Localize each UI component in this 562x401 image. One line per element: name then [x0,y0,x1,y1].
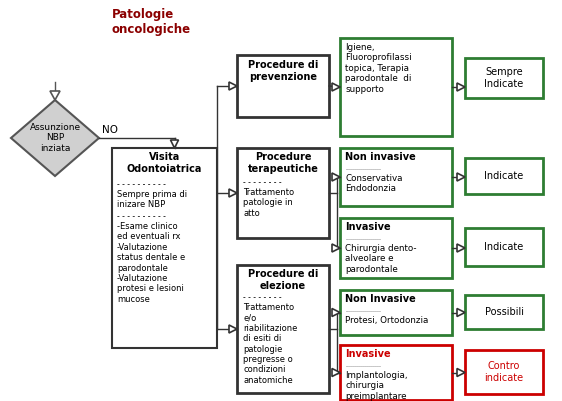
Polygon shape [11,100,99,176]
Text: Chirurgia dento-
alveolare e
parodontale: Chirurgia dento- alveolare e parodontale [345,244,416,274]
Text: -Esame clinico
ed eventuali rx
-Valutazione
status dentale e
parodontale
-Valuta: -Esame clinico ed eventuali rx -Valutazi… [117,222,185,304]
Bar [237,265,329,393]
Text: Invasive: Invasive [345,222,391,232]
Polygon shape [170,140,179,148]
Bar [340,218,452,278]
Polygon shape [332,244,340,252]
Polygon shape [229,82,237,90]
Text: Visita
Odontoiatrica: Visita Odontoiatrica [127,152,202,174]
Text: Indicate: Indicate [484,242,524,252]
Text: Invasive: Invasive [345,349,391,359]
Bar [112,148,217,348]
Bar [237,148,329,238]
Text: ..................: .................. [345,308,381,313]
Bar [340,148,452,206]
Bar [465,158,543,194]
Text: Igiene,
Fluoroprofilassi
topica, Terapia
parodontale  di
supporto: Igiene, Fluoroprofilassi topica, Terapia… [345,43,411,93]
Polygon shape [457,369,465,377]
Polygon shape [229,189,237,197]
Polygon shape [332,83,340,91]
Text: - - - - - - - -: - - - - - - - - [243,178,282,187]
Bar [465,228,543,266]
Bar [237,55,329,117]
Text: ..................: .................. [345,363,381,368]
Text: Procedure di
elezione: Procedure di elezione [248,269,318,291]
Text: - - - - - - - - - -: - - - - - - - - - - [117,212,166,221]
Text: Sempre prima di
inizare NBP: Sempre prima di inizare NBP [117,190,187,209]
Text: - - - - - - - - - -: - - - - - - - - - - [117,180,166,189]
Polygon shape [332,369,340,377]
Polygon shape [457,308,465,316]
Polygon shape [332,173,340,181]
Text: ..................: .................. [345,166,381,171]
Text: Protesi, Ortodonzia: Protesi, Ortodonzia [345,316,428,325]
Bar [340,38,452,136]
Polygon shape [457,83,465,91]
Text: Trattamento
e/o
riabilitazione
di esiti di
patologie
pregresse o
condizioni
anat: Trattamento e/o riabilitazione di esiti … [243,303,297,385]
Bar [465,350,543,394]
Text: Possibili: Possibili [484,307,523,317]
Text: Procedure
terapeutiche: Procedure terapeutiche [248,152,319,174]
Text: Trattamento
patologie in
atto: Trattamento patologie in atto [243,188,294,218]
Text: Indicate: Indicate [484,171,524,181]
Polygon shape [332,308,340,316]
Bar [340,290,452,335]
Text: Non invasive: Non invasive [345,152,416,162]
Text: Assunzione
NBP
inziata: Assunzione NBP inziata [29,123,80,153]
Text: - - - - - - - -: - - - - - - - - [243,293,282,302]
Text: Non Invasive: Non Invasive [345,294,416,304]
Text: Procedure di
prevenzione: Procedure di prevenzione [248,60,318,81]
Bar [465,295,543,329]
Polygon shape [457,244,465,252]
Polygon shape [457,173,465,181]
Text: Conservativa
Endodonzia: Conservativa Endodonzia [345,174,402,193]
Polygon shape [229,325,237,333]
Text: Implantologia,
chirurgia
preimplantare: Implantologia, chirurgia preimplantare [345,371,407,401]
Bar [465,58,543,98]
Text: NO: NO [102,125,118,135]
Text: Patologie
oncologiche: Patologie oncologiche [112,8,191,36]
Polygon shape [50,91,60,100]
Text: Sempre
Indicate: Sempre Indicate [484,67,524,89]
Text: ..................: .................. [345,236,381,241]
Text: Contro
indicate: Contro indicate [484,361,524,383]
Bar [340,345,452,400]
